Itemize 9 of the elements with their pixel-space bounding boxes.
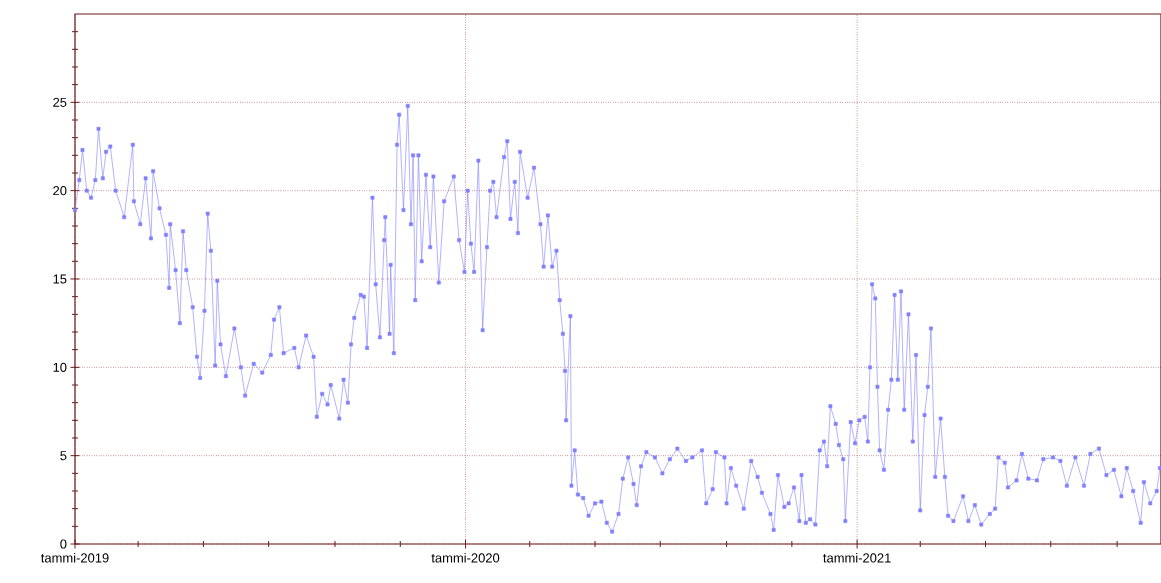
y-tick-label: 20 — [53, 186, 67, 196]
y-tick-label: 0 — [60, 539, 67, 549]
x-tick-label: tammi-2021 — [823, 553, 891, 563]
y-tick-label: 15 — [53, 274, 67, 284]
y-tick-label: 5 — [60, 451, 67, 461]
x-tick-label: tammi-2019 — [41, 553, 109, 563]
y-tick-label: 10 — [53, 362, 67, 372]
y-tick-label: 25 — [53, 97, 67, 107]
x-tick-label: tammi-2020 — [431, 553, 500, 563]
